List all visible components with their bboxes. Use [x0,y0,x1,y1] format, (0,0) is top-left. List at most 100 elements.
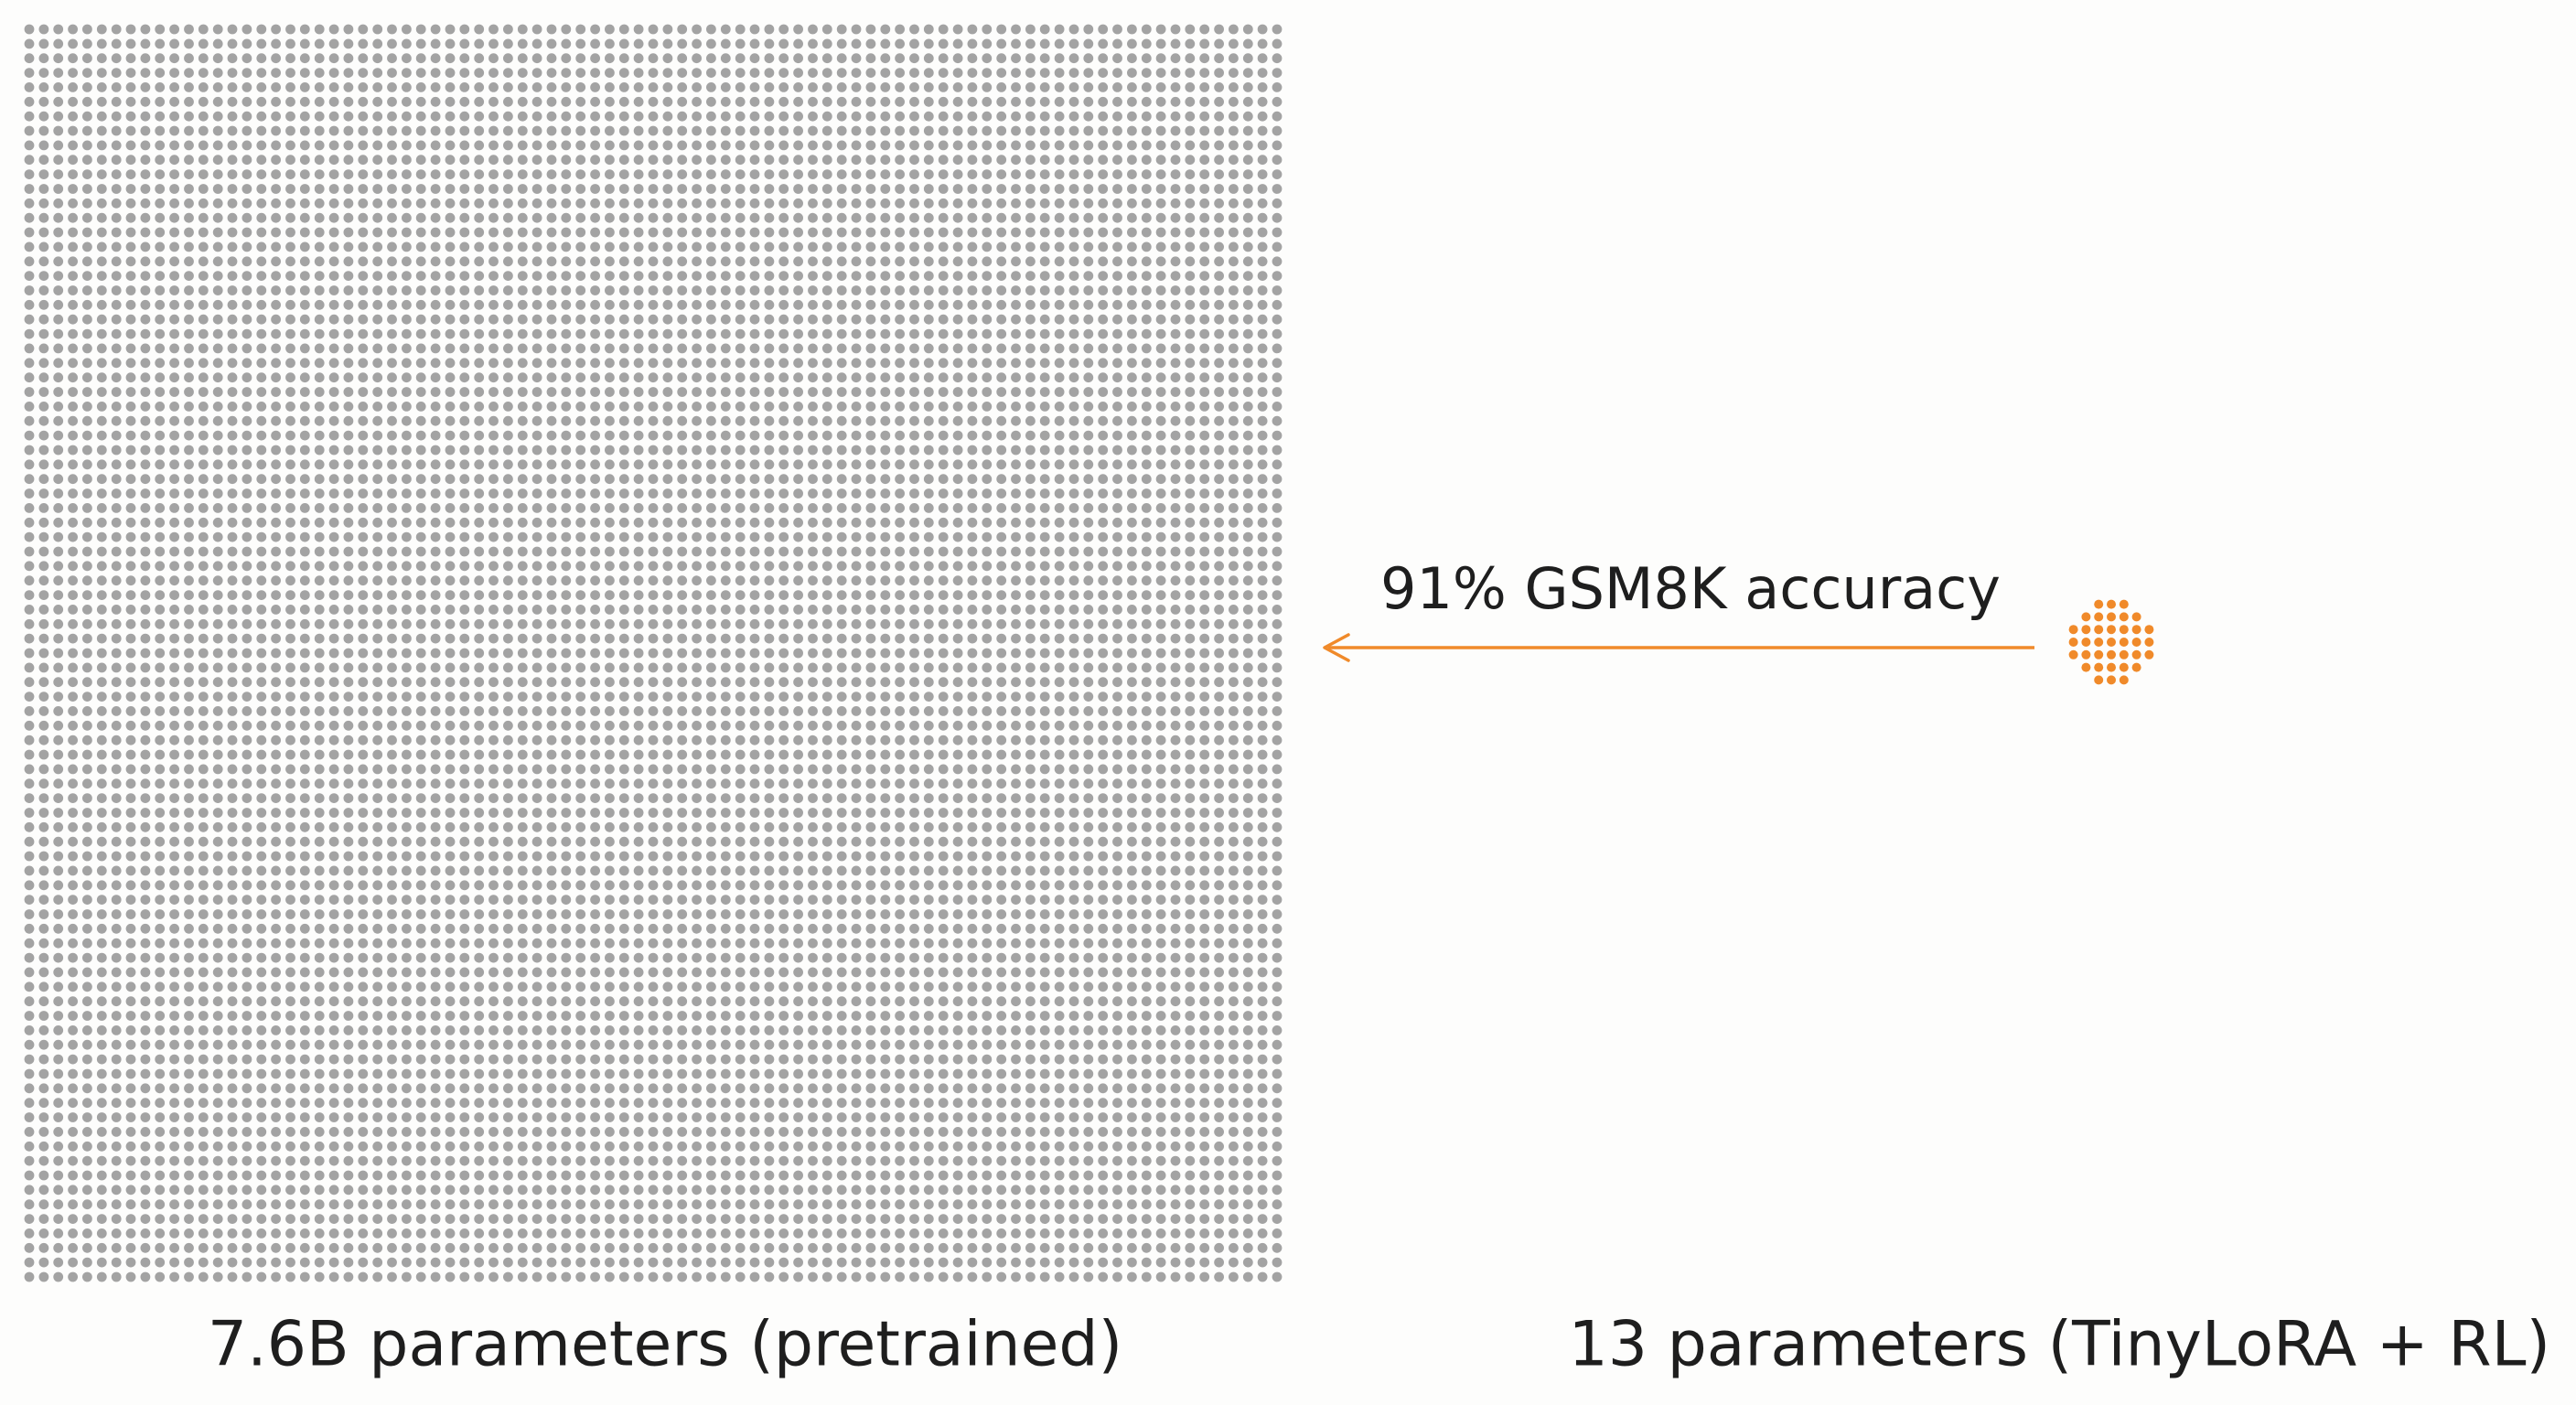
grid-dot [648,546,659,557]
grid-dot [561,706,572,716]
grid-dot [1272,343,1283,354]
grid-dot [1155,793,1166,803]
grid-dot [184,517,194,528]
grid-dot [996,198,1007,209]
grid-dot [662,445,673,456]
grid-dot [314,633,325,644]
grid-dot [836,590,847,600]
grid-dot [1025,488,1036,499]
grid-dot [358,169,369,180]
grid-dot [1098,212,1109,223]
grid-dot [503,285,513,295]
grid-dot [720,605,731,615]
grid-dot [764,198,775,209]
grid-dot [749,241,760,252]
grid-dot [633,531,644,542]
grid-dot [53,851,64,862]
grid-dot [1054,299,1065,310]
grid-dot [662,531,673,542]
grid-dot [1155,778,1166,789]
grid-dot [96,531,107,542]
grid-dot [184,503,194,513]
grid-dot [445,198,456,209]
grid-dot [648,111,659,122]
grid-dot [488,68,499,78]
grid-dot [96,692,107,702]
grid-dot [111,735,122,745]
grid-dot [198,125,209,136]
grid-dot [111,285,122,295]
grid-dot [1199,720,1210,731]
grid-dot [677,808,688,818]
grid-dot [343,96,354,107]
grid-dot [764,692,775,702]
grid-dot [692,531,702,542]
grid-dot [967,821,978,832]
grid-dot [24,474,35,485]
grid-dot [415,256,426,267]
grid-dot [880,575,891,586]
grid-dot [430,387,441,397]
grid-dot [764,720,775,731]
grid-dot [909,561,919,572]
grid-dot [328,662,339,673]
grid-dot [430,212,441,223]
grid-dot [1272,778,1283,789]
grid-dot [836,648,847,659]
grid-dot [328,358,339,369]
grid-dot [256,256,267,267]
grid-dot [285,836,295,847]
grid-dot [256,198,267,209]
grid-dot [648,706,659,716]
grid-dot [1141,125,1152,136]
grid-dot [1170,256,1181,267]
grid-dot [125,140,136,151]
grid-dot [648,531,659,542]
grid-dot [387,735,397,745]
grid-dot [1127,68,1137,78]
grid-dot [692,299,702,310]
grid-dot [692,68,702,78]
grid-dot [140,125,151,136]
grid-dot [488,633,499,644]
grid-dot [996,372,1007,383]
grid-dot [1214,285,1224,295]
grid-dot [865,82,876,92]
grid-dot [1214,720,1224,731]
grid-dot [227,82,238,92]
grid-dot [1025,459,1036,470]
grid-dot [212,793,223,803]
grid-dot [488,749,499,760]
grid-dot [242,821,252,832]
grid-dot [1025,38,1036,49]
grid-dot [808,575,818,586]
grid-dot [343,503,354,513]
grid-dot [836,198,847,209]
grid-dot [1155,387,1166,397]
grid-dot [1112,256,1122,267]
grid-dot [1039,96,1050,107]
grid-dot [155,706,166,716]
grid-dot [720,314,731,325]
grid-dot [821,125,832,136]
grid-dot [618,488,629,499]
grid-dot [343,111,354,122]
grid-dot [952,503,963,513]
grid-dot [677,328,688,339]
grid-dot [111,764,122,775]
grid-dot [1039,430,1050,441]
grid-dot [68,140,78,151]
grid-dot [618,387,629,397]
grid-dot [314,299,325,310]
grid-dot [82,241,92,252]
grid-dot [155,111,166,122]
grid-dot [1112,764,1122,775]
grid-dot [605,503,615,513]
grid-dot [923,415,934,426]
grid-dot [169,445,180,456]
grid-dot [1155,111,1166,122]
grid-dot [111,299,122,310]
grid-dot [1011,82,1021,92]
grid-dot [53,256,64,267]
grid-dot [96,169,107,180]
